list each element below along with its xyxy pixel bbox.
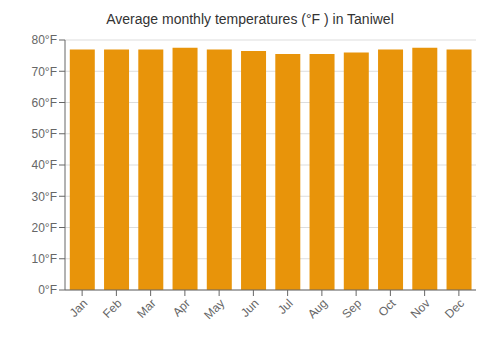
svg-text:Dec: Dec bbox=[442, 296, 467, 321]
svg-text:70°F: 70°F bbox=[32, 65, 57, 79]
html-text:Average monthly temperatures (: Average monthly temperatures (°F ) in Ta… bbox=[106, 11, 394, 27]
svg-text:60°F: 60°F bbox=[32, 96, 57, 110]
svg-text:40°F: 40°F bbox=[32, 158, 57, 172]
svg-text:80°F: 80°F bbox=[32, 33, 57, 47]
svg-text:Oct: Oct bbox=[375, 296, 399, 320]
svg-text:50°F: 50°F bbox=[32, 127, 57, 141]
svg-text:Jul: Jul bbox=[275, 296, 296, 317]
svg-text:Apr: Apr bbox=[170, 296, 193, 319]
svg-text:Sep: Sep bbox=[339, 296, 364, 321]
svg-text:Feb: Feb bbox=[100, 296, 125, 321]
svg-text:20°F: 20°F bbox=[32, 221, 57, 235]
svg-text:Jun: Jun bbox=[238, 296, 262, 320]
svg-text:Aug: Aug bbox=[305, 296, 330, 321]
svg-text:30°F: 30°F bbox=[32, 190, 57, 204]
svg-text:10°F: 10°F bbox=[32, 252, 57, 266]
svg-text:Mar: Mar bbox=[134, 296, 159, 321]
svg-text:0°F: 0°F bbox=[38, 283, 57, 297]
svg-text:Nov: Nov bbox=[408, 296, 433, 321]
svg-text:Jan: Jan bbox=[67, 296, 91, 320]
svg-text:May: May bbox=[201, 296, 227, 322]
